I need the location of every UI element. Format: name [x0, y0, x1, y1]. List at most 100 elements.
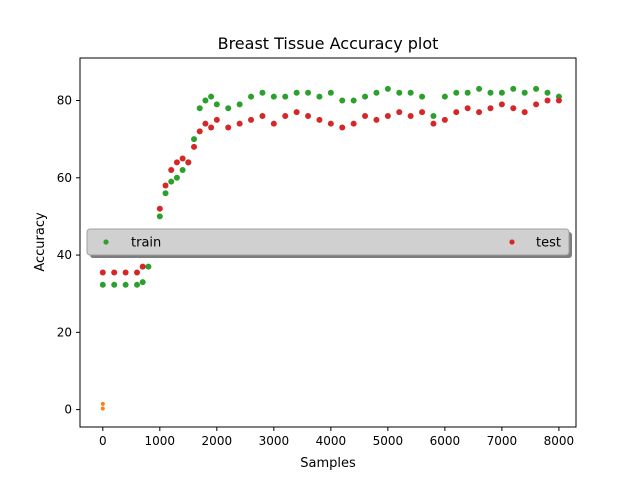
data-point-train [464, 89, 471, 96]
data-point-train [99, 281, 106, 288]
x-axis-label: Samples [300, 456, 356, 471]
data-point-test [122, 269, 129, 276]
data-point-train [225, 105, 232, 112]
legend-marker-test [509, 239, 515, 245]
data-point-test [476, 109, 483, 116]
data-point-test [305, 112, 312, 119]
data-point-test [441, 116, 448, 123]
y-tick-label: 40 [57, 248, 72, 262]
x-tick-label: 2000 [202, 434, 233, 448]
data-point-train [145, 263, 152, 270]
legend-box [86, 228, 570, 256]
data-point-test [173, 159, 180, 166]
series-extra-2 [100, 401, 105, 411]
data-point-train [202, 97, 209, 104]
x-tick-label: 7000 [487, 434, 518, 448]
data-point-train [521, 89, 528, 96]
data-point-test [555, 97, 562, 104]
data-point-test [282, 112, 289, 119]
data-point-test [533, 101, 540, 108]
data-point-test [156, 205, 163, 212]
data-point-test [225, 124, 232, 131]
data-point-train [162, 190, 169, 197]
data-point-test [396, 109, 403, 116]
data-point-test [185, 159, 192, 166]
data-point-test [362, 112, 369, 119]
data-point-test [259, 112, 266, 119]
data-point-test [373, 116, 380, 123]
data-point-train [362, 93, 369, 100]
data-point-test [213, 116, 220, 123]
y-tick-label: 0 [64, 403, 72, 417]
data-point-train [373, 89, 380, 96]
data-point-test [270, 120, 277, 127]
data-point-test [498, 101, 505, 108]
data-point-test [430, 120, 437, 127]
x-tick-label: 3000 [259, 434, 290, 448]
data-point-test [327, 120, 334, 127]
data-point-test [168, 167, 175, 174]
data-point-test [521, 109, 528, 116]
data-point-train [213, 101, 220, 108]
data-point-train [191, 136, 198, 143]
x-tick-label: 0 [99, 434, 107, 448]
data-point-train [396, 89, 403, 96]
data-point-test [339, 124, 346, 131]
data-point-train [293, 89, 300, 96]
data-point-train [196, 105, 203, 112]
data-point-test [196, 128, 203, 135]
data-point-test [316, 116, 323, 123]
data-point-train [179, 167, 186, 174]
data-point-test [487, 105, 494, 112]
axes-frame [79, 57, 577, 428]
data-point-train [533, 85, 540, 92]
data-point-train [270, 93, 277, 100]
ticks: 0 1000 2000 3000 4000 5000 6000 7000 8000 0 20 40 60… [57, 94, 574, 448]
data-point-test [248, 116, 255, 123]
data-point-train [134, 281, 141, 288]
data-point-test [99, 269, 106, 276]
data-point-train [122, 281, 129, 288]
data-point-train [305, 89, 312, 96]
legend: train test [86, 228, 572, 258]
y-tick-label: 80 [57, 94, 72, 108]
data-point-train [498, 89, 505, 96]
data-point-test [236, 120, 243, 127]
x-tick-label: 6000 [430, 434, 461, 448]
x-tick-label: 8000 [544, 434, 575, 448]
data-point-test [464, 105, 471, 112]
data-point-train [419, 93, 426, 100]
data-point-train [384, 85, 391, 92]
legend-label-train: train [131, 236, 161, 251]
data-point-train [173, 174, 180, 181]
series-test [99, 97, 562, 276]
data-point-test [191, 143, 198, 150]
y-tick-label: 20 [57, 325, 72, 339]
data-point-train [510, 85, 517, 92]
data-point-test [134, 269, 141, 276]
data-point-train [487, 89, 494, 96]
data-point-train [259, 89, 266, 96]
data-point-train [248, 93, 255, 100]
y-axis-label: Accuracy [33, 212, 48, 272]
data-point-test [179, 155, 186, 162]
data-point-test [208, 124, 215, 131]
data-point-train [156, 213, 163, 220]
data-point-train [350, 97, 357, 104]
data-point-train [430, 112, 437, 119]
data-point-test [384, 112, 391, 119]
data-point-test [419, 109, 426, 116]
data-point-train [476, 85, 483, 92]
data-point-train [208, 93, 215, 100]
legend-marker-train [103, 239, 109, 245]
data-point-test [350, 120, 357, 127]
legend-label-test: test [536, 236, 561, 251]
data-point-train [168, 178, 175, 185]
y-tick-label: 60 [57, 171, 72, 185]
data-point-train [453, 89, 460, 96]
x-tick-label: 1000 [145, 434, 176, 448]
data-point-test [510, 105, 517, 112]
data-point-train [327, 89, 334, 96]
data-point-test [453, 109, 460, 116]
x-tick-label: 4000 [316, 434, 347, 448]
